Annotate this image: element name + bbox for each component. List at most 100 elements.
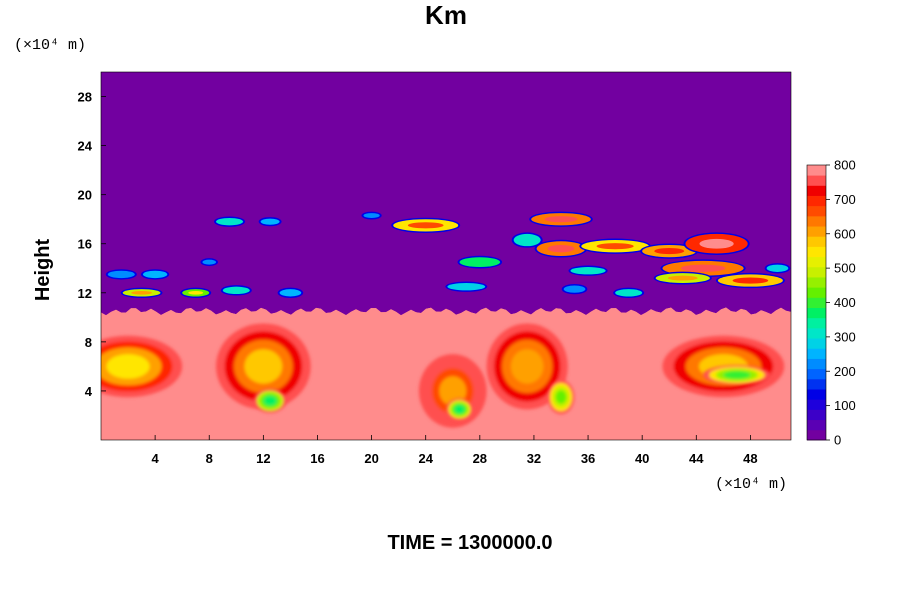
turbulence-patch	[457, 255, 503, 269]
colorbar-tick-label: 500	[834, 261, 856, 276]
eddy-contour	[244, 349, 283, 384]
colorbar-segment	[807, 205, 826, 217]
patch-core	[570, 267, 606, 275]
y-axis-unit: (×10⁴ m)	[14, 37, 86, 54]
x-tick-label: 8	[206, 451, 213, 466]
turbulence-patch	[180, 287, 212, 298]
turbulence-patch	[653, 271, 712, 285]
colorbar-tick-label: 300	[834, 329, 856, 344]
eddy-contour	[106, 354, 150, 379]
patch-core	[260, 218, 280, 225]
patch-peak	[596, 243, 634, 250]
colorbar-segment	[807, 277, 826, 288]
turbulence-patch	[258, 217, 282, 227]
turbulence-patch	[561, 283, 588, 295]
eddy-contour	[454, 404, 465, 414]
colorbar-tick-label: 700	[834, 192, 856, 207]
x-tick-label: 36	[581, 451, 595, 466]
colorbar-segment	[807, 185, 826, 196]
y-tick-label: 8	[85, 335, 92, 350]
x-tick-label: 48	[743, 451, 757, 466]
patch-peak	[547, 244, 575, 253]
time-label: TIME = 1300000.0	[387, 532, 552, 554]
colorbar-segment	[807, 409, 826, 421]
eddy-contour	[263, 395, 277, 406]
turbulence-patch	[511, 232, 543, 248]
patch-core	[216, 217, 244, 226]
y-tick-label: 28	[78, 90, 92, 105]
eddy-1	[216, 323, 311, 410]
eddy-contour	[555, 390, 567, 404]
x-axis-ticks: 4 8 12 16 20 24 28 32 36 40 44 48	[152, 435, 758, 466]
x-tick-label: 40	[635, 451, 649, 466]
patch-peak	[667, 275, 698, 281]
patch-core	[447, 282, 486, 291]
turbulence-patch	[445, 281, 488, 292]
patch-core	[459, 257, 501, 268]
colorbar-segment	[807, 338, 826, 349]
colorbar-segment	[807, 266, 826, 278]
patch-peak	[407, 222, 444, 229]
patch-core	[563, 285, 586, 293]
x-tick-label: 12	[256, 451, 270, 466]
turbulence-patch	[120, 287, 163, 298]
colorbar-segment	[807, 358, 826, 370]
colorbar-segment	[807, 246, 826, 258]
y-tick-label: 12	[78, 286, 92, 301]
colorbar-segment	[807, 317, 826, 329]
eddy-2-core	[446, 398, 474, 421]
turbulence-patch	[568, 265, 608, 276]
colorbar-segment	[807, 287, 826, 298]
colorbar-segment	[807, 419, 826, 431]
turbulence-patch	[534, 239, 588, 258]
colorbar-segment	[807, 368, 826, 380]
turbulence-patch	[579, 238, 651, 254]
x-tick-label: 4	[152, 451, 160, 466]
x-tick-label: 44	[689, 451, 704, 466]
x-tick-label: 24	[418, 451, 433, 466]
turbulence-patch	[361, 211, 382, 220]
colorbar: 0 100 200 300 400 500 600 700 800	[806, 158, 856, 448]
turbulence-patch	[220, 285, 252, 296]
eddy-contour	[510, 349, 544, 384]
eddy-1-core	[253, 388, 287, 414]
colorbar-tick-label: 400	[834, 295, 856, 310]
patch-core	[222, 286, 250, 295]
colorbar-segment	[807, 378, 826, 390]
turbulence-patch	[214, 216, 246, 227]
colorbar-tick-label: 0	[834, 433, 841, 448]
plot-frame	[100, 71, 792, 441]
colorbar-segment	[807, 297, 826, 308]
patch-peak	[544, 216, 578, 223]
patch-core	[363, 213, 380, 218]
turbulence-patch	[683, 232, 750, 256]
patch-core	[202, 259, 216, 265]
turbulence-patch	[140, 269, 170, 280]
x-tick-label: 20	[364, 451, 378, 466]
patch-peak	[131, 290, 153, 295]
colorbar-segment	[807, 307, 826, 319]
turbulence-patch	[640, 243, 699, 259]
y-tick-label: 24	[78, 139, 93, 154]
eddy-right-core	[703, 365, 771, 385]
turbulence-patch	[764, 263, 791, 274]
patch-core	[615, 289, 643, 297]
colorbar-segment	[807, 195, 826, 207]
patch-peak	[680, 264, 726, 272]
y-tick-label: 16	[78, 237, 92, 252]
colorbar-tick-label: 600	[834, 226, 856, 241]
y-tick-label: 4	[85, 384, 93, 399]
colorbar-segment	[807, 348, 826, 359]
patch-core	[279, 289, 302, 297]
colorbar-segment	[807, 226, 826, 237]
colorbar-segment	[807, 399, 826, 410]
colorbar-segment	[807, 236, 826, 247]
turbulence-patch	[715, 272, 785, 289]
patch-core	[107, 270, 135, 279]
x-tick-label: 28	[473, 451, 487, 466]
colorbar-tick-label: 200	[834, 364, 856, 379]
patch-peak	[654, 248, 685, 255]
eddy-contour	[723, 371, 751, 379]
